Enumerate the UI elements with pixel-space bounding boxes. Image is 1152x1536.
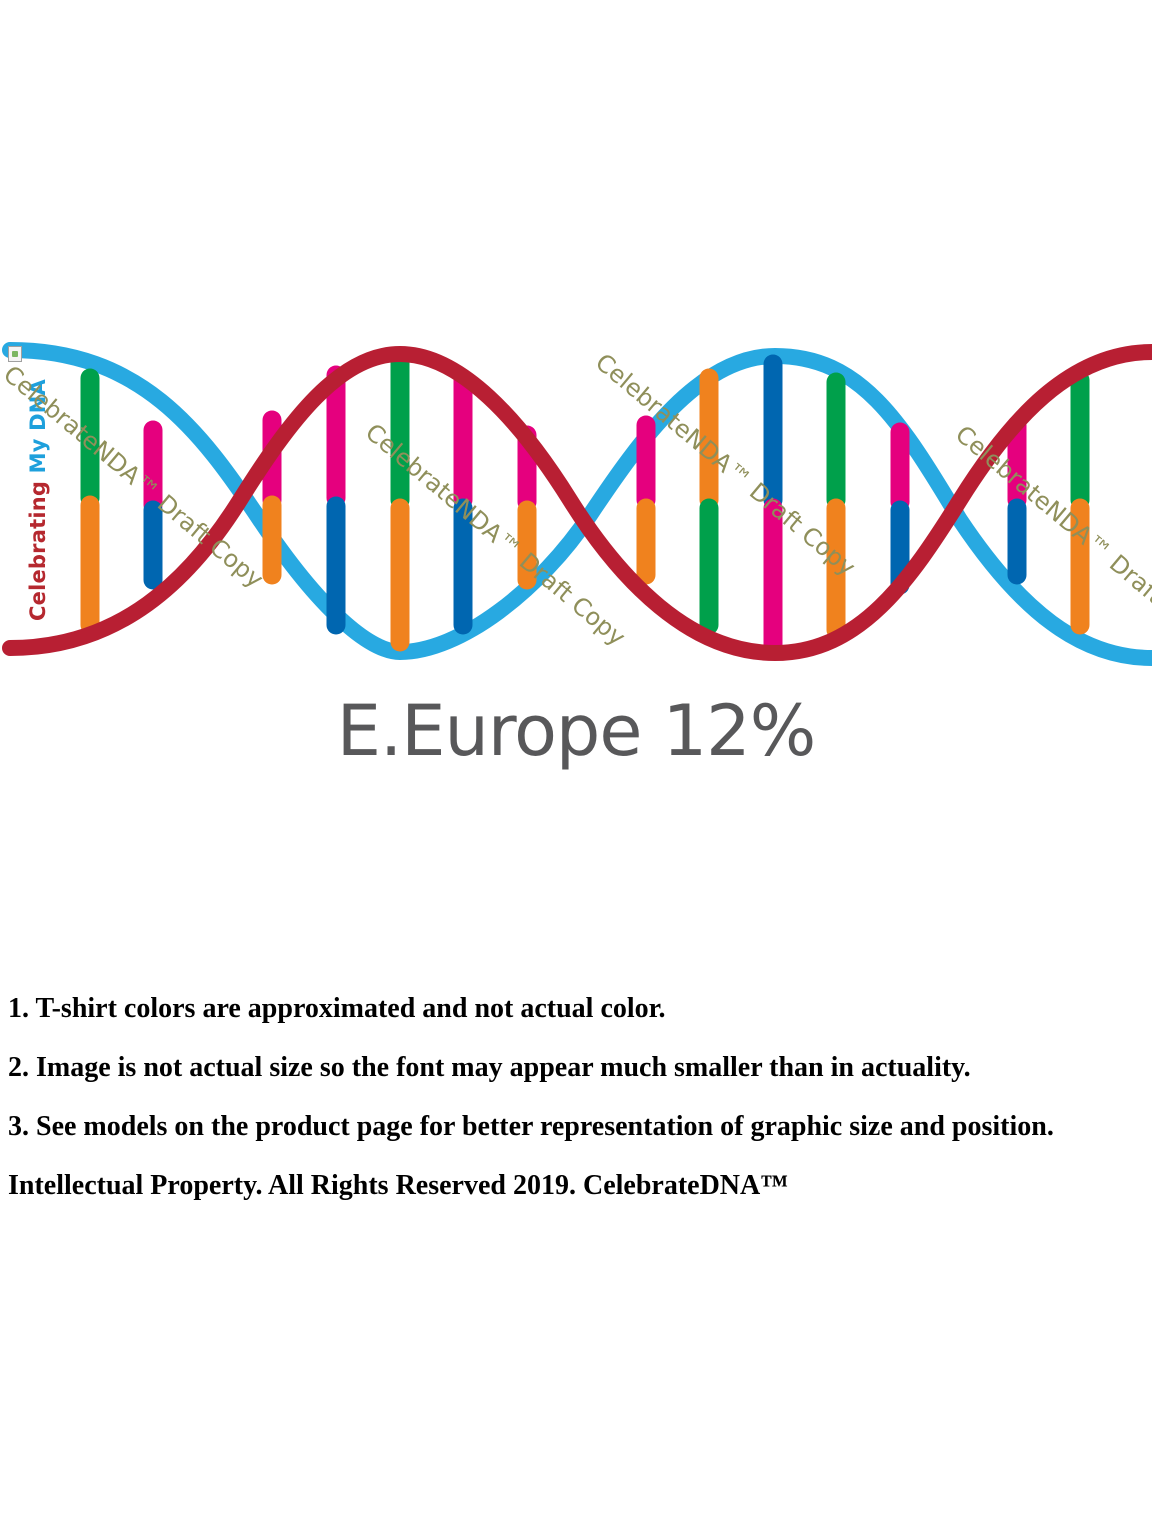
broken-image-icon xyxy=(8,346,22,362)
dna-design xyxy=(0,340,1152,670)
disclaimer-notes: 1. T-shirt colors are approximated and n… xyxy=(8,990,1144,1226)
design-caption: E.Europe 12% xyxy=(336,690,816,772)
note-color-disclaimer: 1. T-shirt colors are approximated and n… xyxy=(8,993,666,1024)
dna-strand-blue xyxy=(2,342,1152,666)
dna-strand-red xyxy=(2,344,1152,662)
dna-helix-graphic xyxy=(2,342,1152,666)
copyright-notice: Intellectual Property. All Rights Reserv… xyxy=(8,1170,789,1201)
note-models-disclaimer: 3. See models on the product page for be… xyxy=(8,1111,1054,1142)
brand-word-celebrating: Celebrating xyxy=(26,480,50,621)
base-pairs xyxy=(80,352,1090,655)
note-size-disclaimer: 2. Image is not actual size so the font … xyxy=(8,1052,971,1083)
